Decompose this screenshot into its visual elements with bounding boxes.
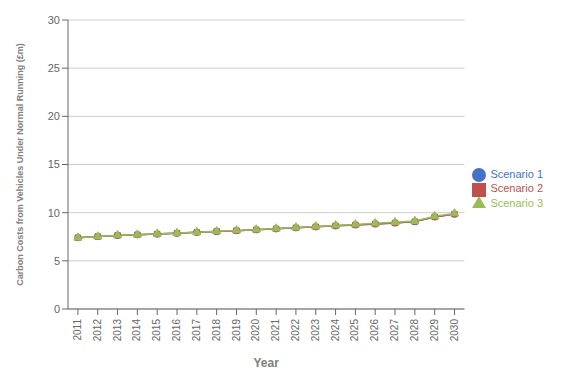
svg-text:2024: 2024 [330, 319, 341, 342]
svg-text:2030: 2030 [449, 319, 460, 342]
svg-text:Year: Year [254, 356, 280, 370]
html-text:Scenario 2: Scenario 2 [490, 182, 543, 195]
html-text:Scenario 3: Scenario 3 [490, 196, 543, 209]
svg-text:Carbon Costs from Vehicles Und: Carbon Costs from Vehicles Under Normal … [15, 43, 25, 286]
svg-text:2019: 2019 [231, 319, 242, 342]
svg-text:30: 30 [48, 14, 60, 26]
svg-text:2020: 2020 [250, 319, 261, 342]
svg-text:2025: 2025 [349, 319, 360, 342]
svg-text:2027: 2027 [389, 319, 400, 342]
svg-text:2013: 2013 [112, 319, 123, 342]
svg-text:5: 5 [54, 255, 60, 267]
svg-text:2026: 2026 [369, 319, 380, 342]
svg-text:2022: 2022 [290, 319, 301, 342]
svg-text:2017: 2017 [191, 319, 202, 342]
svg-text:2018: 2018 [211, 319, 222, 342]
svg-text:10: 10 [48, 207, 60, 219]
svg-text:25: 25 [48, 62, 60, 74]
svg-text:2021: 2021 [270, 319, 281, 342]
svg-text:2012: 2012 [92, 319, 103, 342]
svg-text:2016: 2016 [171, 319, 182, 342]
svg-text:2028: 2028 [409, 319, 420, 342]
svg-text:2011: 2011 [72, 319, 83, 341]
svg-text:0: 0 [54, 303, 60, 315]
svg-text:2029: 2029 [429, 319, 440, 342]
svg-text:2023: 2023 [310, 319, 321, 342]
svg-text:2015: 2015 [151, 319, 162, 342]
html-text:Scenario 1: Scenario 1 [490, 168, 543, 181]
svg-text:2014: 2014 [131, 319, 142, 342]
svg-text:15: 15 [48, 158, 60, 170]
svg-text:20: 20 [48, 110, 60, 122]
